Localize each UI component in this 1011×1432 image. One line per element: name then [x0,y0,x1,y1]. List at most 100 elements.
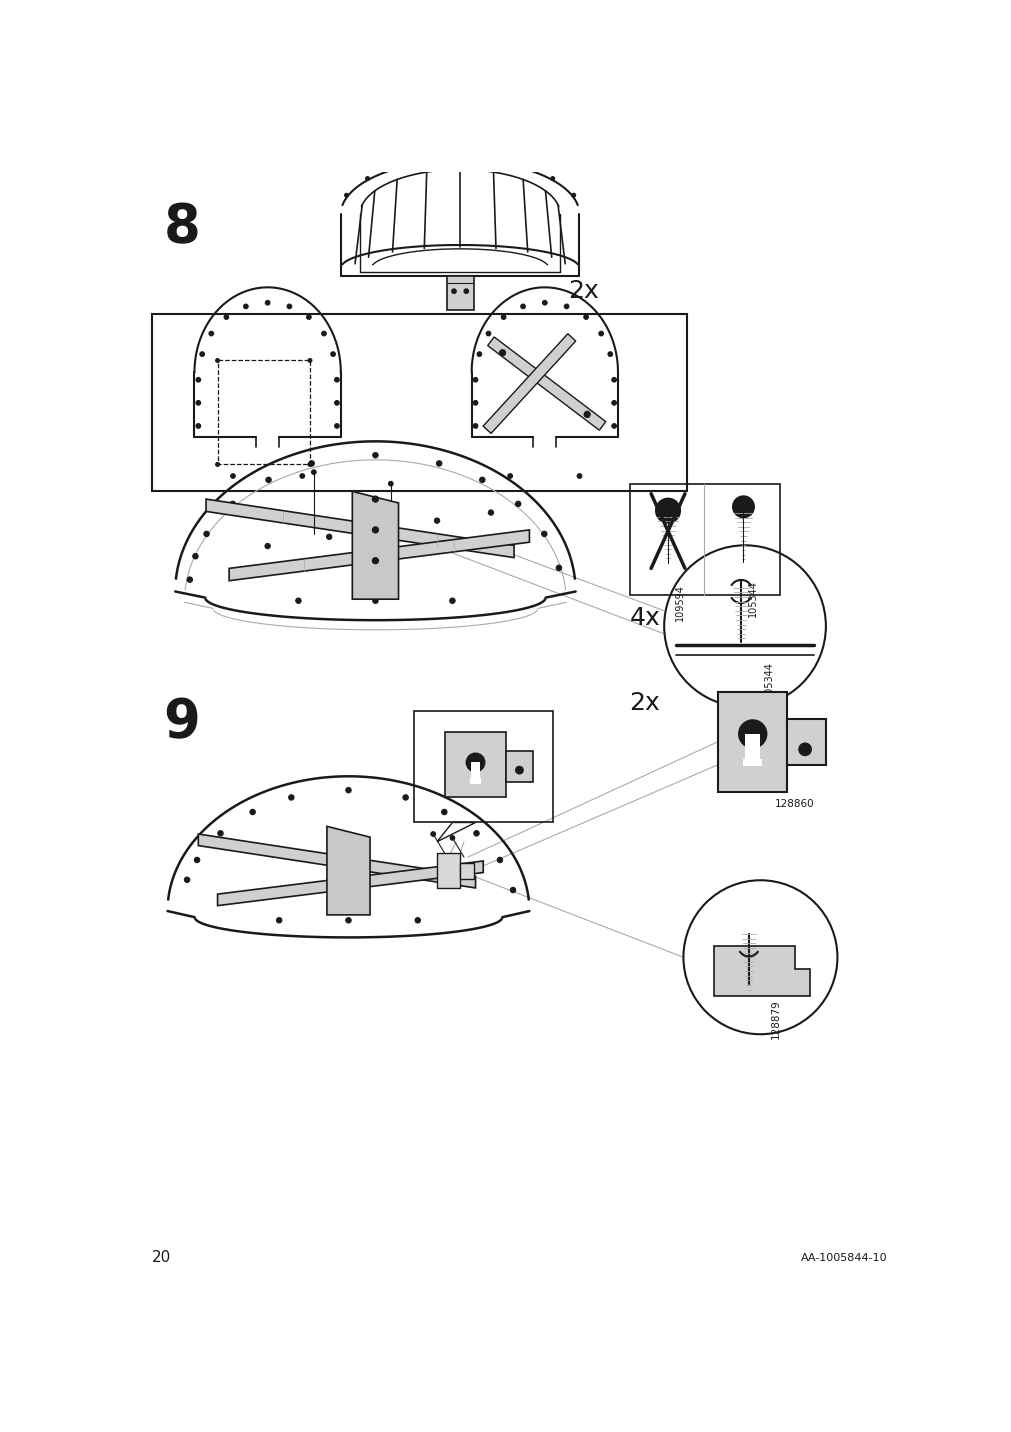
Circle shape [466,753,484,772]
Circle shape [335,424,339,428]
Bar [506,750,533,782]
Circle shape [311,470,315,474]
Polygon shape [437,822,475,842]
Circle shape [372,453,378,458]
Circle shape [599,331,603,337]
Circle shape [265,301,270,305]
Bar [460,862,473,879]
Circle shape [299,474,304,478]
Circle shape [571,193,575,198]
Circle shape [583,315,587,319]
Circle shape [451,289,456,294]
Circle shape [485,331,490,337]
Circle shape [196,401,200,405]
Circle shape [508,474,512,478]
Circle shape [187,577,192,583]
Circle shape [542,301,547,305]
Bar [437,853,460,888]
Text: 128879: 128879 [770,1000,780,1040]
Circle shape [612,378,616,382]
Bar [444,732,506,798]
Polygon shape [352,491,398,599]
Bar [447,276,473,311]
Circle shape [550,176,554,180]
Circle shape [231,474,235,478]
Text: 105344: 105344 [747,580,757,617]
Circle shape [335,378,339,382]
Circle shape [655,498,679,523]
Circle shape [802,748,807,752]
Circle shape [738,720,766,748]
Circle shape [487,510,493,516]
Circle shape [519,165,522,168]
Bar [470,762,479,779]
Circle shape [372,495,378,503]
Circle shape [476,352,481,357]
Polygon shape [714,945,810,995]
Text: 4x: 4x [629,606,659,630]
Circle shape [473,378,477,382]
Circle shape [199,352,204,357]
Circle shape [473,401,477,405]
Circle shape [307,463,311,467]
Circle shape [402,795,407,800]
Circle shape [266,477,271,483]
Circle shape [223,315,228,319]
Circle shape [449,599,455,603]
Circle shape [583,411,589,418]
Circle shape [265,543,270,548]
Circle shape [194,858,199,862]
Circle shape [798,743,811,756]
Circle shape [288,795,294,800]
Polygon shape [487,337,606,430]
Circle shape [437,158,441,162]
Circle shape [276,918,282,924]
Polygon shape [217,861,483,905]
Circle shape [496,858,502,862]
Circle shape [541,531,547,537]
Circle shape [365,176,369,180]
Circle shape [287,304,291,309]
Circle shape [500,315,506,319]
Circle shape [331,352,335,357]
Circle shape [250,809,255,815]
Circle shape [397,165,401,168]
Text: 2x: 2x [629,692,659,715]
Circle shape [346,918,351,924]
Circle shape [434,518,440,523]
Bar [413,710,552,822]
Circle shape [184,876,190,882]
Circle shape [479,477,484,483]
Circle shape [612,424,616,428]
Circle shape [431,832,435,836]
Circle shape [415,918,420,924]
Circle shape [308,461,314,465]
Polygon shape [327,826,370,915]
Circle shape [229,501,236,507]
Circle shape [307,358,311,362]
Circle shape [436,461,442,465]
Bar [718,692,787,792]
Text: 2x: 2x [567,279,599,304]
Circle shape [463,289,468,294]
Text: 20: 20 [152,1250,171,1264]
Polygon shape [206,500,514,557]
Bar [787,719,825,765]
Circle shape [295,599,301,603]
Circle shape [515,501,521,507]
Circle shape [215,358,219,362]
Text: 105344: 105344 [763,660,773,697]
Bar [152,314,686,491]
Circle shape [321,331,326,337]
Circle shape [498,349,506,357]
Circle shape [556,566,561,570]
Bar [743,759,761,766]
Circle shape [479,158,482,162]
Circle shape [732,495,753,517]
Bar [629,484,778,596]
Polygon shape [482,334,575,434]
Circle shape [327,534,332,540]
Bar [470,778,480,783]
Text: 109594: 109594 [674,584,683,620]
Circle shape [372,557,378,564]
